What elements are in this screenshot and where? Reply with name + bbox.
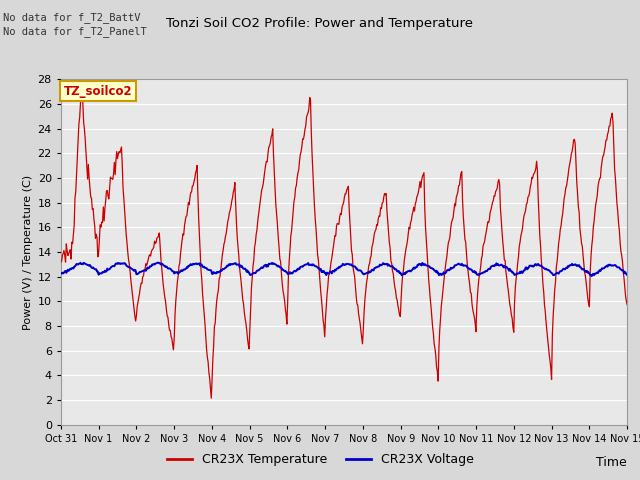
Text: Tonzi Soil CO2 Profile: Power and Temperature: Tonzi Soil CO2 Profile: Power and Temper… — [166, 17, 474, 30]
Text: TZ_soilco2: TZ_soilco2 — [63, 85, 132, 98]
Y-axis label: Power (V) / Temperature (C): Power (V) / Temperature (C) — [23, 174, 33, 330]
Text: No data for f_T2_BattV: No data for f_T2_BattV — [3, 12, 141, 23]
Text: Time: Time — [596, 456, 627, 469]
Text: No data for f_T2_PanelT: No data for f_T2_PanelT — [3, 26, 147, 37]
Legend: CR23X Temperature, CR23X Voltage: CR23X Temperature, CR23X Voltage — [161, 448, 479, 471]
